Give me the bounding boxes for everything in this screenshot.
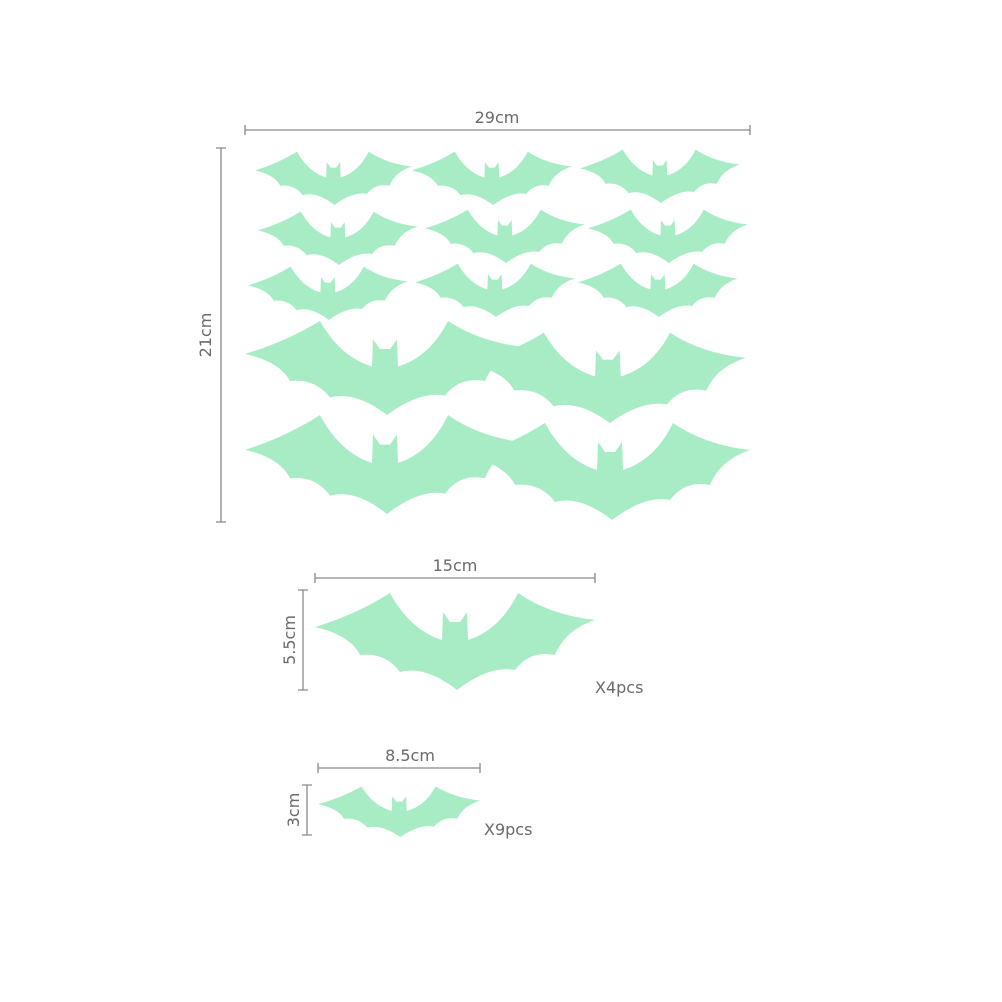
small-bat: [580, 149, 740, 203]
sheet-width-label: 29cm: [475, 108, 520, 127]
large-bat-quantity: X4pcs: [595, 678, 643, 697]
small-bat-spec: 8.5cm 3cm X9pcs: [284, 746, 532, 839]
small-bat: [415, 263, 575, 317]
small-bat-quantity: X9pcs: [484, 820, 532, 839]
large-bat: [470, 423, 750, 520]
large-bat-height-label: 5.5cm: [280, 615, 299, 665]
large-bat-sample: [315, 593, 595, 690]
sheet-height-dimension: 21cm: [196, 147, 226, 523]
small-bat-sample: [318, 786, 481, 837]
large-bat-width-label: 15cm: [433, 556, 478, 575]
small-bat: [588, 209, 748, 263]
sticker-sheet: [245, 149, 750, 520]
small-bat: [258, 211, 418, 265]
small-bat: [425, 209, 585, 263]
small-bat: [248, 266, 408, 320]
small-bat: [412, 151, 572, 205]
large-bat: [245, 320, 525, 415]
small-bat-width-label: 8.5cm: [385, 746, 435, 765]
sheet-height-label: 21cm: [196, 313, 215, 358]
large-bat-spec: 15cm 5.5cm X4pcs: [280, 556, 643, 697]
small-bat: [255, 151, 412, 205]
sheet-width-dimension: 29cm: [244, 108, 751, 135]
small-bat: [578, 263, 738, 317]
small-bat-height-label: 3cm: [284, 793, 303, 828]
large-bat: [245, 415, 525, 514]
